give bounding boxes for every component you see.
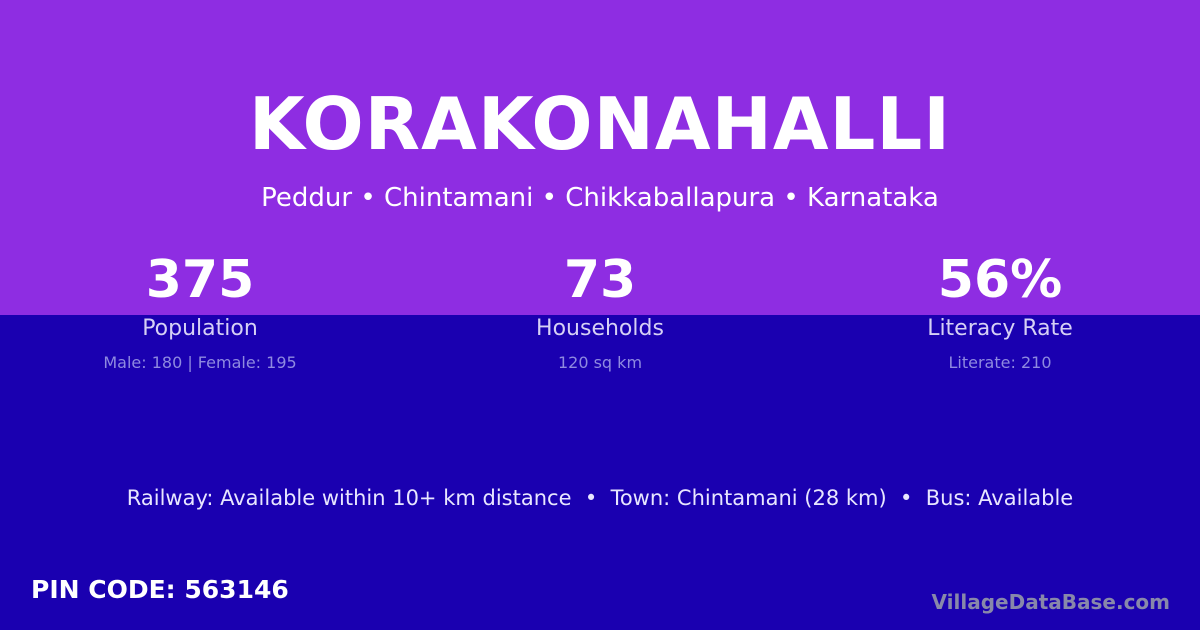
stat-detail: Literate: 210 <box>948 353 1052 372</box>
stat-label: Population <box>142 316 258 341</box>
facilities-line: Railway: Available within 10+ km distanc… <box>126 486 1074 510</box>
location-breadcrumb: Peddur • Chintamani • Chikkaballapura • … <box>261 183 939 213</box>
stat-population: 375 Population Male: 180 | Female: 195 <box>0 250 400 372</box>
brand-watermark: VillageDataBase.com <box>931 590 1170 614</box>
village-name: KORAKONAHALLI <box>248 82 952 166</box>
header-band <box>0 0 1200 315</box>
stat-value: 375 <box>145 250 255 310</box>
stat-value: 73 <box>563 250 637 310</box>
pin-code: PIN CODE: 563146 <box>31 575 289 604</box>
stat-literacy: 56% Literacy Rate Literate: 210 <box>800 250 1200 372</box>
stat-label: Literacy Rate <box>927 316 1073 341</box>
stat-households: 73 Households 120 sq km <box>400 250 800 372</box>
stat-value: 56% <box>937 250 1063 310</box>
stat-label: Households <box>536 316 664 341</box>
stat-detail: 120 sq km <box>557 353 643 372</box>
stat-detail: Male: 180 | Female: 195 <box>103 353 297 372</box>
